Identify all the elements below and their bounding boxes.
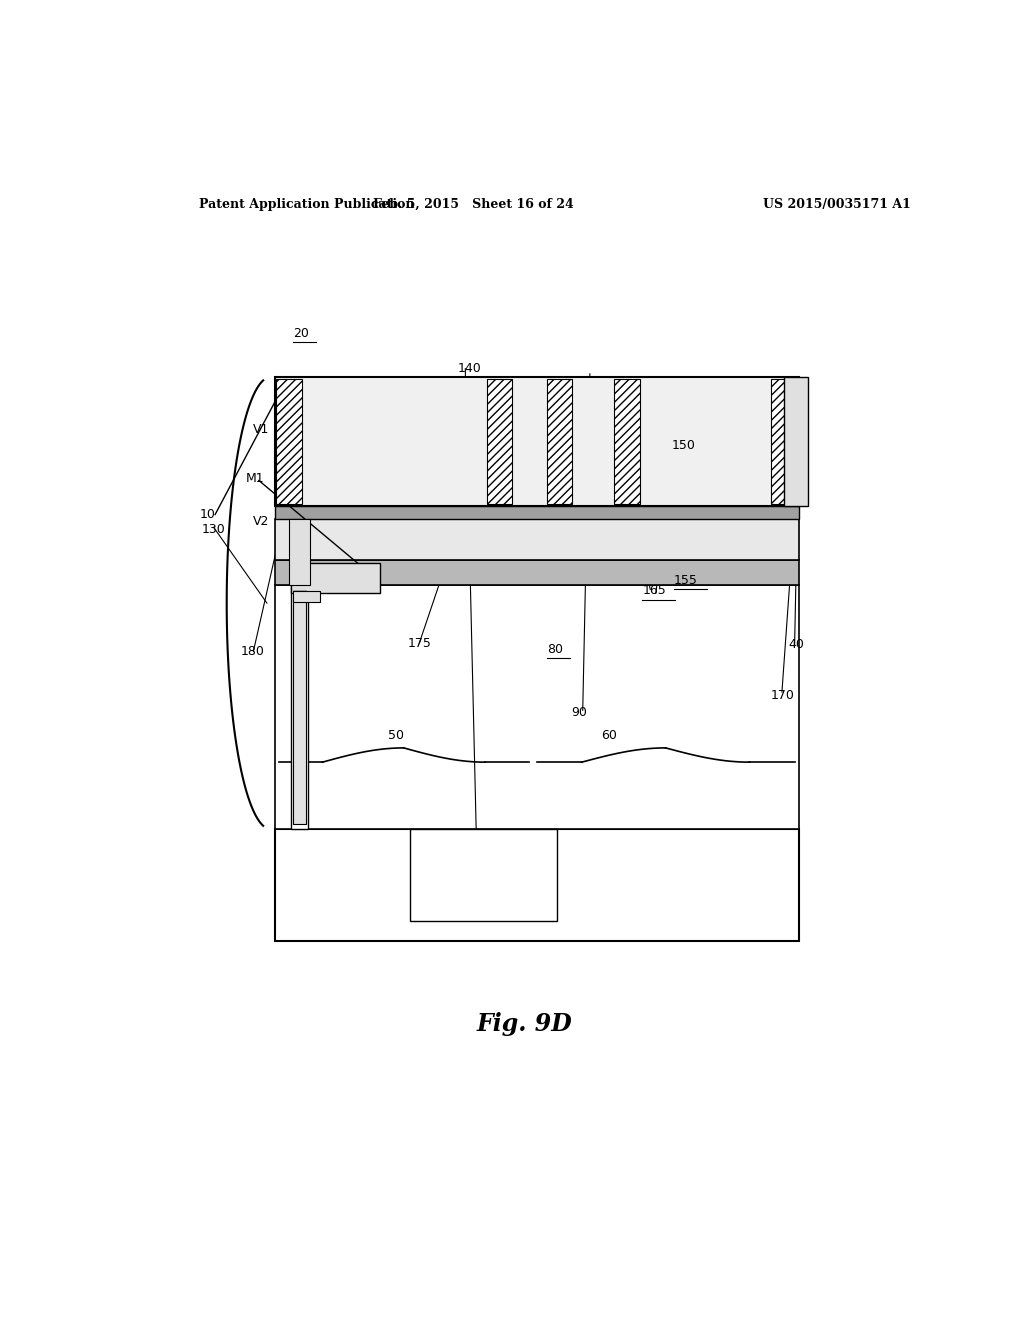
- Bar: [293, 591, 321, 602]
- Text: 130: 130: [202, 523, 225, 536]
- Text: Fig. 9D: Fig. 9D: [477, 1012, 572, 1036]
- Bar: [274, 519, 799, 560]
- Bar: [274, 585, 799, 829]
- Text: 90: 90: [570, 706, 587, 719]
- Text: 80: 80: [547, 643, 563, 656]
- Text: Patent Application Publication: Patent Application Publication: [200, 198, 415, 211]
- Text: Feb. 5, 2015   Sheet 16 of 24: Feb. 5, 2015 Sheet 16 of 24: [373, 198, 573, 211]
- Text: 50: 50: [387, 729, 403, 742]
- Text: 10: 10: [200, 508, 215, 520]
- Bar: [274, 829, 799, 941]
- Bar: [274, 506, 799, 519]
- Bar: [289, 519, 309, 585]
- Bar: [486, 379, 512, 504]
- Text: 150: 150: [672, 438, 695, 451]
- Bar: [614, 379, 640, 504]
- Bar: [784, 378, 808, 506]
- Bar: [547, 379, 572, 504]
- Bar: [293, 594, 306, 824]
- Bar: [276, 379, 302, 504]
- Text: 165: 165: [642, 583, 666, 597]
- Text: US 2015/0035171 A1: US 2015/0035171 A1: [763, 198, 910, 211]
- Bar: [274, 378, 799, 506]
- Text: V1: V1: [253, 424, 269, 437]
- Bar: [291, 585, 308, 829]
- Text: 160: 160: [613, 495, 637, 507]
- Text: 155: 155: [674, 574, 698, 586]
- Bar: [410, 829, 557, 921]
- Text: 60: 60: [601, 729, 616, 742]
- Text: 20: 20: [293, 327, 309, 339]
- Text: M1: M1: [246, 473, 264, 484]
- Text: 170: 170: [771, 689, 795, 701]
- Bar: [274, 560, 799, 585]
- Bar: [291, 562, 380, 594]
- Text: 180: 180: [241, 645, 264, 657]
- Text: 140: 140: [458, 362, 481, 375]
- Bar: [771, 379, 797, 504]
- Bar: [293, 590, 306, 824]
- Text: V2: V2: [253, 515, 269, 528]
- Text: 40: 40: [788, 638, 804, 651]
- Text: 175: 175: [408, 636, 431, 649]
